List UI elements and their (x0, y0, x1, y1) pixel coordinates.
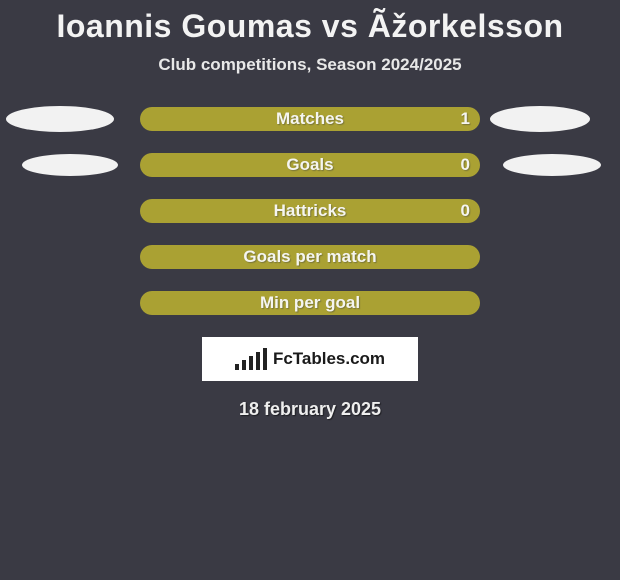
page-title: Ioannis Goumas vs Ãžorkelsson (0, 0, 620, 45)
bar-value-right: 1 (461, 109, 470, 129)
bar-left (140, 107, 310, 131)
bar-left (140, 199, 310, 223)
bar-right (310, 199, 480, 223)
date-text: 18 february 2025 (0, 399, 620, 420)
team-badge-placeholder (503, 154, 601, 176)
logo-text: FcTables.com (273, 349, 385, 369)
bar-left (140, 245, 310, 269)
logo-bar-segment (263, 348, 267, 370)
bar-left (140, 153, 310, 177)
logo-bar-segment (242, 360, 246, 370)
bar-left (140, 291, 310, 315)
bar-wrap: Min per goal (140, 291, 480, 315)
logo-bars-icon (235, 348, 267, 370)
page-subtitle: Club competitions, Season 2024/2025 (0, 55, 620, 75)
bar-wrap: Goals0 (140, 153, 480, 177)
logo-bar-segment (256, 352, 260, 370)
bar-value-right: 0 (461, 201, 470, 221)
team-badge-placeholder (490, 106, 590, 132)
comparison-row: Hattricks0 (0, 199, 620, 223)
bar-wrap: Goals per match (140, 245, 480, 269)
logo-box: FcTables.com (202, 337, 418, 381)
comparison-rows: Matches1 Goals0 Hattricks0 Goals per match M… (0, 107, 620, 315)
logo-bar-segment (249, 356, 253, 370)
bar-value-right: 0 (461, 155, 470, 175)
bar-right (310, 107, 480, 131)
bar-wrap: Matches1 (140, 107, 480, 131)
bar-right (310, 291, 480, 315)
bar-right (310, 153, 480, 177)
team-badge-placeholder (22, 154, 118, 176)
comparison-row: Goals per match (0, 245, 620, 269)
bar-wrap: Hattricks0 (140, 199, 480, 223)
comparison-row: Min per goal (0, 291, 620, 315)
bar-right (310, 245, 480, 269)
logo-bar-segment (235, 364, 239, 370)
canvas: Ioannis Goumas vs Ãžorkelsson Club compe… (0, 0, 620, 580)
team-badge-placeholder (6, 106, 114, 132)
